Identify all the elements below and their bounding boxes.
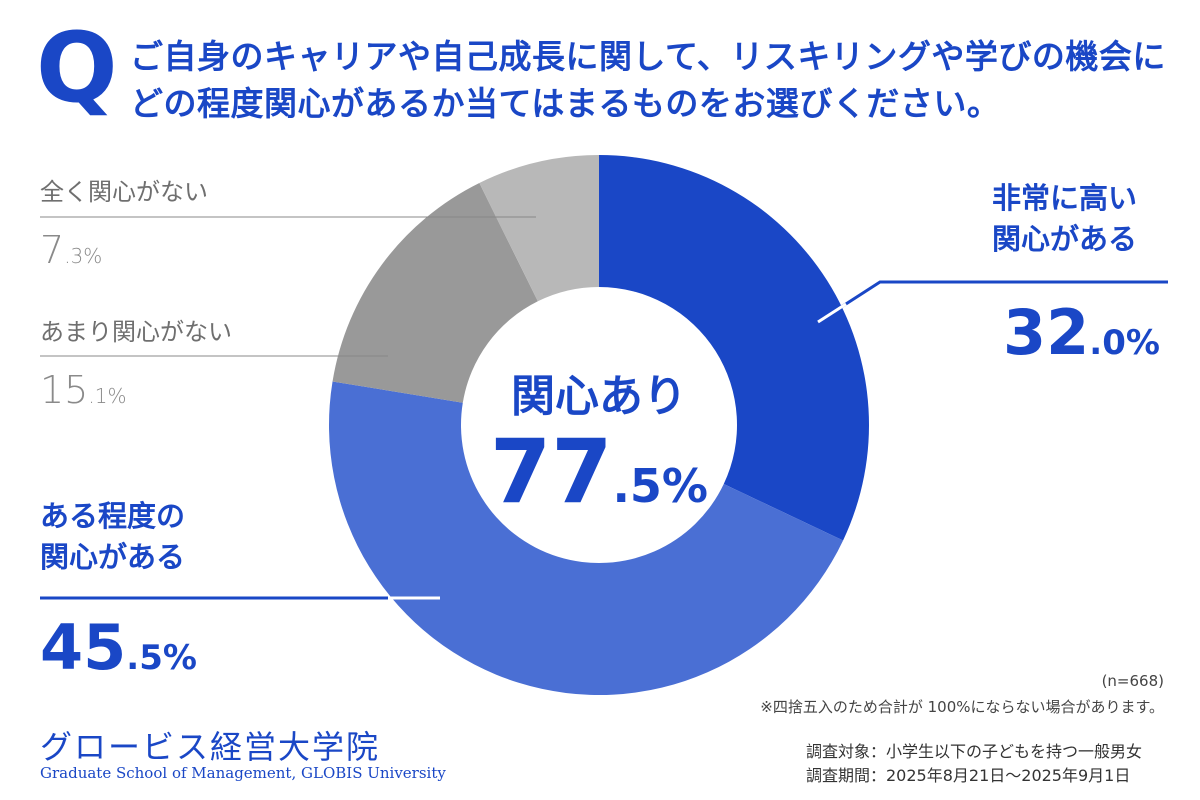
value-some-interest-int: 45 <box>40 611 127 684</box>
value-high-interest-int: 32 <box>1003 296 1090 369</box>
slice-high-interest <box>599 155 869 541</box>
slice-little-interest <box>332 182 538 403</box>
center-value-dec: .5% <box>612 459 709 513</box>
value-high-interest: 32.0% <box>1003 302 1160 364</box>
label-little-interest: あまり関心がない <box>40 318 232 346</box>
center-value: 77.5% <box>490 428 708 516</box>
value-no-interest: 7.3% <box>40 228 102 272</box>
label-high-interest-line2: 関心がある <box>992 221 1138 256</box>
label-some-interest-line1: ある程度の <box>40 499 186 533</box>
rounding-note: ※四捨五入のため合計が 100%にならない場合があります。 <box>760 698 1164 716</box>
survey-period: 調査期間：2025年8月21日〜2025年9月1日 <box>806 766 1131 785</box>
value-little-interest-dec: .1% <box>88 384 127 408</box>
globis-logo-jp: グロービス経営大学院 <box>40 728 381 766</box>
label-no-interest: 全く関心がない <box>40 178 208 206</box>
slice-some-interest <box>329 381 844 695</box>
value-some-interest: 45.5% <box>40 617 197 679</box>
question-text: ご自身のキャリアや自己成長に関して、リスキリングや学びの機会にどの程度関心がある… <box>130 37 1166 123</box>
value-high-interest-dec: .0% <box>1089 323 1160 363</box>
survey-target: 調査対象：小学生以下の子どもを持つ一般男女 <box>806 742 1143 761</box>
globis-logo-en: Graduate School of Management, GLOBIS Un… <box>40 764 446 782</box>
label-high-interest-line1: 非常に高い <box>992 181 1138 215</box>
sample-size-note: (n=668) <box>1101 672 1164 690</box>
value-no-interest-int: 7 <box>40 228 65 272</box>
value-no-interest-dec: .3% <box>64 244 103 268</box>
value-little-interest: 15.1% <box>40 368 126 412</box>
label-some-interest-line2: 関心がある <box>40 539 186 574</box>
value-some-interest-dec: .5% <box>126 638 197 678</box>
label-high-interest: 非常に高い 関心がある <box>992 178 1137 259</box>
leader-line-high-interest-inner <box>817 302 847 324</box>
label-some-interest: ある程度の 関心がある <box>40 496 185 577</box>
value-little-interest-int: 15 <box>40 368 89 412</box>
center-label: 関心あり <box>511 371 687 422</box>
slice-no-interest <box>479 155 599 302</box>
question-q-mark: Q <box>36 12 118 124</box>
center-value-int: 77 <box>489 420 613 523</box>
